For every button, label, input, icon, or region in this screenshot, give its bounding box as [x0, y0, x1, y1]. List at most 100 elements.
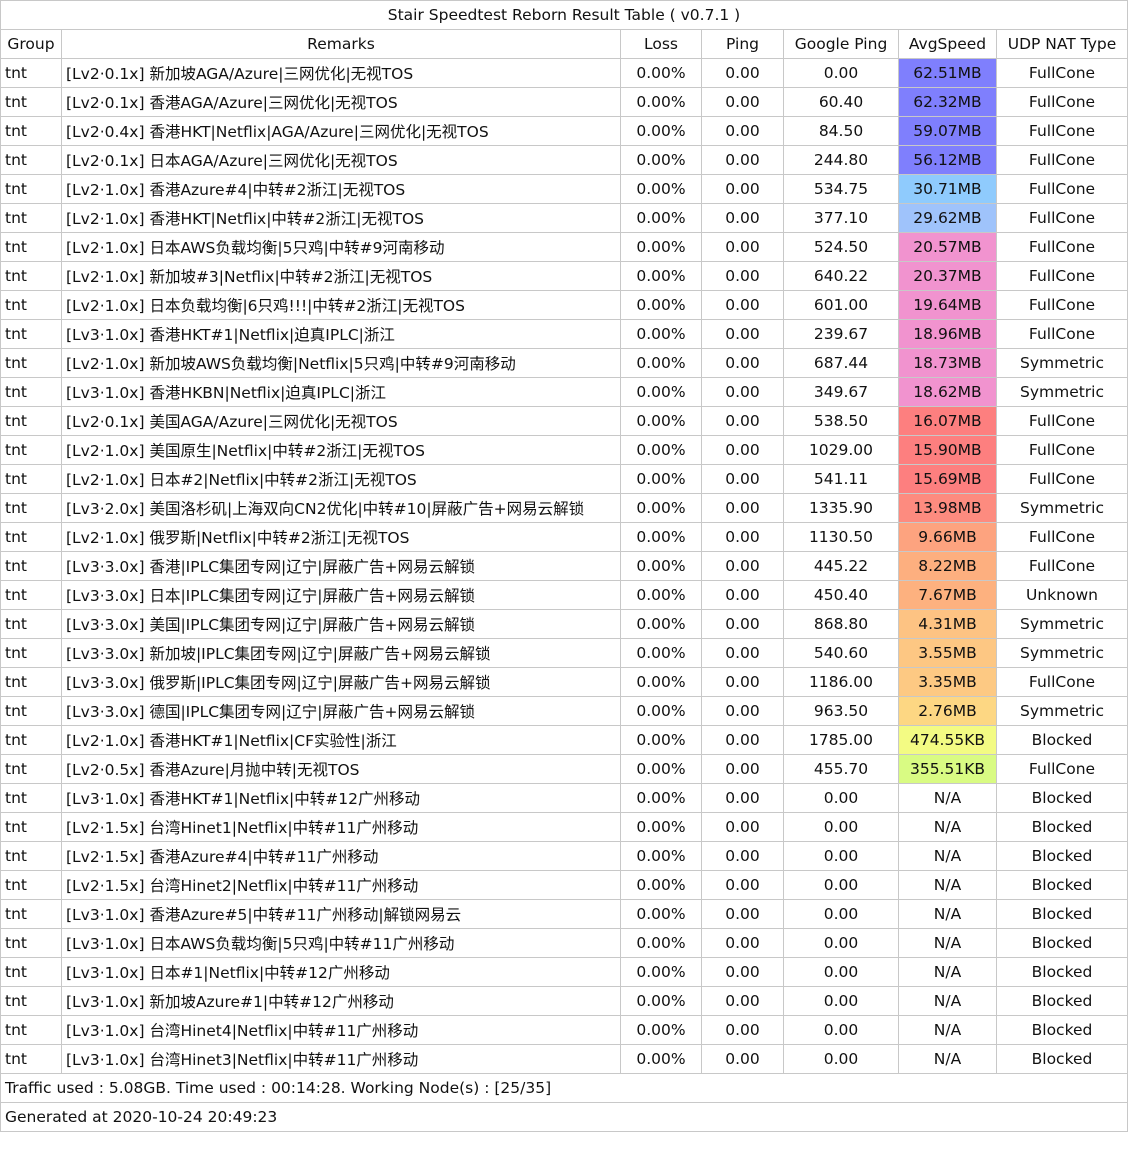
cell-remarks: [Lv3·2.0x] 美国洛杉矶|上海双向CN2优化|中转#10|屏蔽广告+网易…	[61, 493, 621, 523]
cell-ping: 0.00	[701, 290, 784, 320]
table-row: tnt [Lv3·1.0x] 香港HKT#1|Netflix|迫真IPLC|浙江 0…	[0, 319, 1128, 349]
cell-google-ping: 0.00	[783, 841, 899, 871]
cell-remarks: [Lv3·1.0x] 新加坡Azure#1|中转#12广州移动	[61, 986, 621, 1016]
cell-group: tnt	[0, 841, 62, 871]
cell-remarks: [Lv3·1.0x] 台湾Hinet3|Netflix|中转#11广州移动	[61, 1044, 621, 1074]
cell-remarks: [Lv2·0.5x] 香港Azure|月抛中转|无视TOS	[61, 754, 621, 784]
cell-remarks: [Lv2·1.0x] 日本负载均衡|6只鸡!!!|中转#2浙江|无视TOS	[61, 290, 621, 320]
cell-remarks: [Lv3·1.0x] 香港HKT#1|Netflix|迫真IPLC|浙江	[61, 319, 621, 349]
cell-google-ping: 0.00	[783, 1015, 899, 1045]
cell-loss: 0.00%	[620, 754, 702, 784]
cell-ping: 0.00	[701, 406, 784, 436]
cell-ping: 0.00	[701, 464, 784, 494]
cell-avg-speed: N/A	[898, 899, 997, 929]
cell-ping: 0.00	[701, 986, 784, 1016]
table-row: tnt [Lv2·1.0x] 香港HKT|Netflix|中转#2浙江|无视TOS…	[0, 203, 1128, 233]
cell-udp-nat-type: FullCone	[996, 754, 1128, 784]
cell-ping: 0.00	[701, 522, 784, 552]
cell-loss: 0.00%	[620, 464, 702, 494]
cell-remarks: [Lv3·3.0x] 俄罗斯|IPLC集团专网|辽宁|屏蔽广告+网易云解锁	[61, 667, 621, 697]
table-row: tnt [Lv2·1.0x] 美国原生|Netflix|中转#2浙江|无视TOS 0…	[0, 435, 1128, 465]
cell-avg-speed: N/A	[898, 1044, 997, 1074]
cell-remarks: [Lv3·3.0x] 香港|IPLC集团专网|辽宁|屏蔽广告+网易云解锁	[61, 551, 621, 581]
cell-group: tnt	[0, 986, 62, 1016]
cell-loss: 0.00%	[620, 812, 702, 842]
cell-udp-nat-type: Blocked	[996, 957, 1128, 987]
cell-google-ping: 84.50	[783, 116, 899, 146]
cell-remarks: [Lv3·3.0x] 新加坡|IPLC集团专网|辽宁|屏蔽广告+网易云解锁	[61, 638, 621, 668]
cell-udp-nat-type: Blocked	[996, 928, 1128, 958]
cell-ping: 0.00	[701, 87, 784, 117]
table-row: tnt [Lv2·1.0x] 新加坡AWS负载均衡|Netflix|5只鸡|中转#…	[0, 348, 1128, 378]
cell-loss: 0.00%	[620, 493, 702, 523]
cell-udp-nat-type: Blocked	[996, 1044, 1128, 1074]
cell-udp-nat-type: Blocked	[996, 841, 1128, 871]
cell-loss: 0.00%	[620, 87, 702, 117]
result-table: Stair Speedtest Reborn Result Table ( v0…	[0, 0, 1128, 1132]
table-row: tnt [Lv2·1.0x] 香港Azure#4|中转#2浙江|无视TOS 0.00…	[0, 174, 1128, 204]
cell-avg-speed: 18.96MB	[898, 319, 997, 349]
cell-ping: 0.00	[701, 667, 784, 697]
cell-google-ping: 1335.90	[783, 493, 899, 523]
cell-loss: 0.00%	[620, 261, 702, 291]
cell-remarks: [Lv2·1.0x] 香港HKT#1|Netflix|CF实验性|浙江	[61, 725, 621, 755]
cell-group: tnt	[0, 58, 62, 88]
cell-loss: 0.00%	[620, 174, 702, 204]
footer-traffic-row: Traffic used : 5.08GB. Time used : 00:14…	[0, 1073, 1128, 1103]
cell-remarks: [Lv2·0.1x] 日本AGA/Azure|三网优化|无视TOS	[61, 145, 621, 175]
cell-group: tnt	[0, 435, 62, 465]
cell-google-ping: 541.11	[783, 464, 899, 494]
table-row: tnt [Lv3·3.0x] 德国|IPLC集团专网|辽宁|屏蔽广告+网易云解锁 0…	[0, 696, 1128, 726]
cell-loss: 0.00%	[620, 580, 702, 610]
cell-group: tnt	[0, 580, 62, 610]
cell-ping: 0.00	[701, 435, 784, 465]
cell-udp-nat-type: FullCone	[996, 145, 1128, 175]
cell-avg-speed: 474.55KB	[898, 725, 997, 755]
cell-udp-nat-type: Blocked	[996, 783, 1128, 813]
table-row: tnt [Lv2·1.5x] 香港Azure#4|中转#11广州移动 0.00% 0.…	[0, 841, 1128, 871]
cell-avg-speed: 62.32MB	[898, 87, 997, 117]
cell-udp-nat-type: Symmetric	[996, 638, 1128, 668]
cell-loss: 0.00%	[620, 957, 702, 987]
table-row: tnt [Lv2·0.4x] 香港HKT|Netflix|AGA/Azure|三网…	[0, 116, 1128, 146]
table-row: tnt [Lv3·1.0x] 日本AWS负载均衡|5只鸡|中转#11广州移动 0.0…	[0, 928, 1128, 958]
cell-group: tnt	[0, 522, 62, 552]
header-ping: Ping	[701, 29, 784, 59]
cell-udp-nat-type: Blocked	[996, 812, 1128, 842]
cell-ping: 0.00	[701, 261, 784, 291]
cell-avg-speed: 29.62MB	[898, 203, 997, 233]
cell-google-ping: 455.70	[783, 754, 899, 784]
cell-udp-nat-type: Blocked	[996, 870, 1128, 900]
cell-avg-speed: 20.57MB	[898, 232, 997, 262]
cell-ping: 0.00	[701, 725, 784, 755]
cell-remarks: [Lv3·3.0x] 美国|IPLC集团专网|辽宁|屏蔽广告+网易云解锁	[61, 609, 621, 639]
table-body: tnt [Lv2·0.1x] 新加坡AGA/Azure|三网优化|无视TOS 0.0…	[0, 58, 1128, 1074]
cell-group: tnt	[0, 899, 62, 929]
cell-ping: 0.00	[701, 696, 784, 726]
cell-udp-nat-type: FullCone	[996, 522, 1128, 552]
cell-udp-nat-type: FullCone	[996, 232, 1128, 262]
cell-group: tnt	[0, 696, 62, 726]
cell-avg-speed: 62.51MB	[898, 58, 997, 88]
table-row: tnt [Lv2·0.1x] 香港AGA/Azure|三网优化|无视TOS 0.00…	[0, 87, 1128, 117]
cell-avg-speed: 16.07MB	[898, 406, 997, 436]
cell-udp-nat-type: Symmetric	[996, 696, 1128, 726]
cell-google-ping: 239.67	[783, 319, 899, 349]
cell-group: tnt	[0, 638, 62, 668]
table-row: tnt [Lv2·1.0x] 日本#2|Netflix|中转#2浙江|无视TOS 0…	[0, 464, 1128, 494]
cell-group: tnt	[0, 464, 62, 494]
table-row: tnt [Lv2·0.1x] 美国AGA/Azure|三网优化|无视TOS 0.00…	[0, 406, 1128, 436]
cell-avg-speed: 3.35MB	[898, 667, 997, 697]
cell-loss: 0.00%	[620, 1015, 702, 1045]
cell-google-ping: 0.00	[783, 899, 899, 929]
table-row: tnt [Lv3·1.0x] 香港Azure#5|中转#11广州移动|解锁网易云 0…	[0, 899, 1128, 929]
cell-avg-speed: 9.66MB	[898, 522, 997, 552]
cell-ping: 0.00	[701, 928, 784, 958]
cell-avg-speed: 2.76MB	[898, 696, 997, 726]
cell-loss: 0.00%	[620, 899, 702, 929]
cell-group: tnt	[0, 145, 62, 175]
cell-udp-nat-type: Symmetric	[996, 348, 1128, 378]
title-row: Stair Speedtest Reborn Result Table ( v0…	[0, 0, 1128, 30]
cell-udp-nat-type: Symmetric	[996, 377, 1128, 407]
cell-remarks: [Lv2·1.0x] 日本AWS负载均衡|5只鸡|中转#9河南移动	[61, 232, 621, 262]
